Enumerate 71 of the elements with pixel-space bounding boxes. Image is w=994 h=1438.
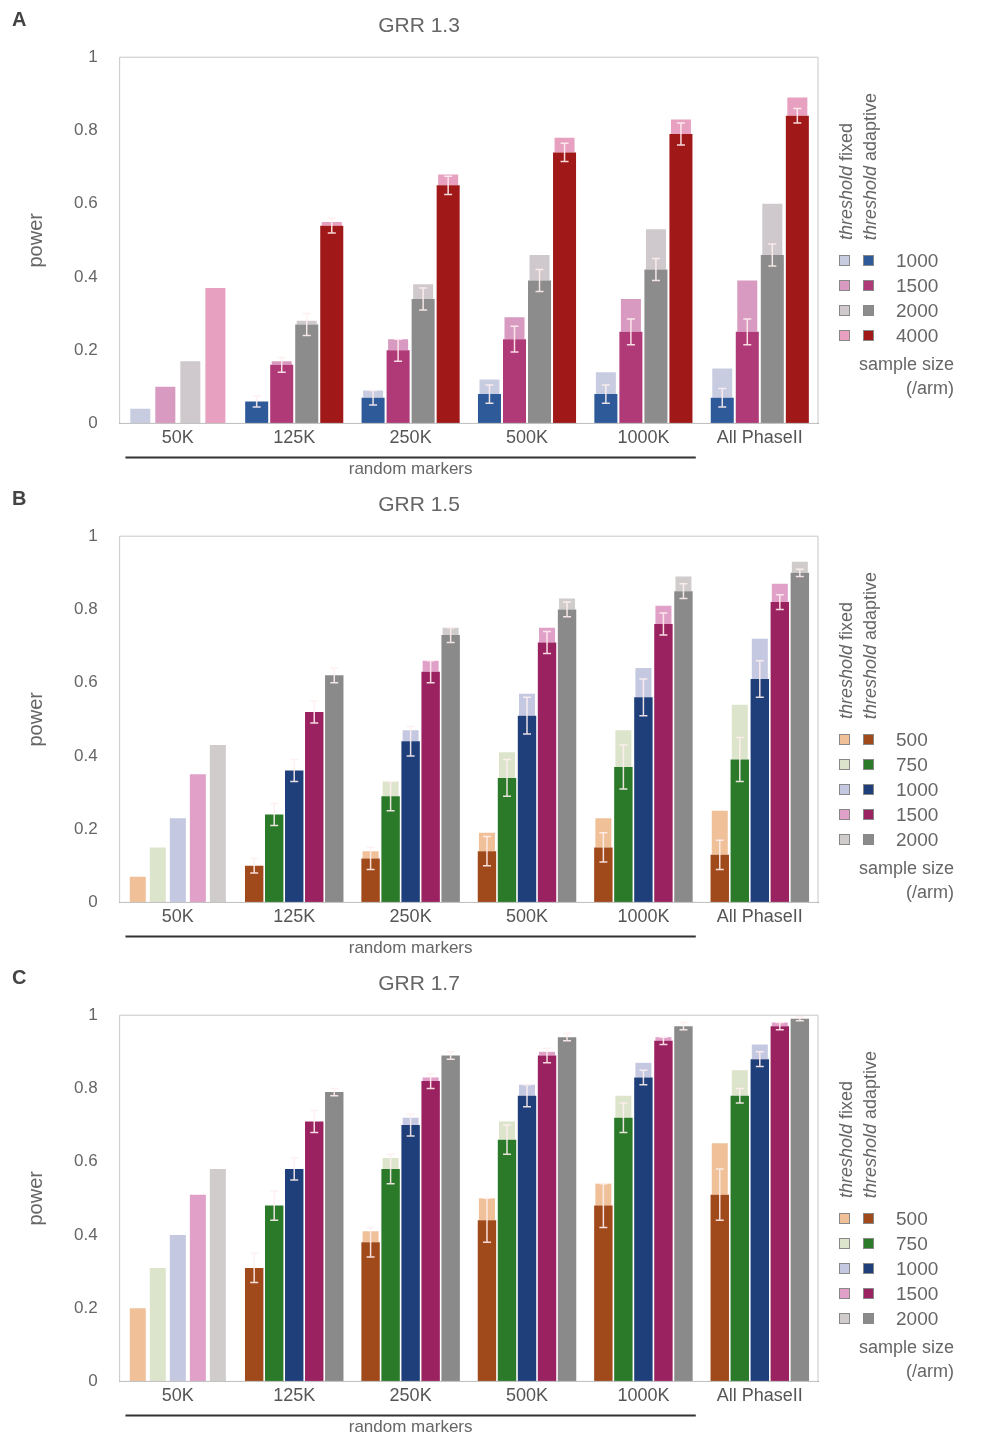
- legend-label: 500: [896, 728, 928, 751]
- x-tick-label: 250K: [389, 1385, 432, 1406]
- x-tick-label: 500K: [505, 1385, 549, 1406]
- y-tick-label: 0.4: [73, 745, 98, 765]
- text: B: [12, 487, 27, 510]
- x-tick-label: 250K: [389, 906, 432, 927]
- y-tick-label: 0.4: [73, 266, 98, 286]
- x-tick-label: 1000K: [617, 1385, 670, 1406]
- legend-label: 2000: [896, 1307, 939, 1330]
- x-tick-label: 125K: [273, 906, 316, 927]
- legend-label: 500: [896, 1207, 928, 1230]
- legend-title: sample size (/arm): [857, 1336, 954, 1383]
- text: A: [12, 8, 27, 31]
- text: random markers: [348, 1416, 473, 1436]
- y-tick-label: 0.6: [73, 1151, 98, 1171]
- legend-label: 750: [896, 753, 928, 776]
- y-axis-title: power: [23, 212, 46, 268]
- legend-label: 1000: [896, 249, 939, 272]
- x-tick-label: All PhaseII: [716, 1385, 803, 1406]
- chart-title: GRR 1.5: [378, 492, 460, 516]
- y-tick-label: 1: [88, 46, 98, 66]
- y-axis-title: power: [23, 1170, 46, 1226]
- x-tick-label: 50K: [161, 427, 194, 448]
- text: threshold adaptive: [859, 92, 881, 240]
- x-tick-label: 1000K: [617, 427, 670, 448]
- legend-label: 1500: [896, 803, 939, 826]
- chart-title: GRR 1.3: [378, 13, 460, 37]
- y-tick-label: 0.8: [73, 120, 98, 140]
- y-tick-label: 0.4: [73, 1224, 98, 1244]
- legend-label: 2000: [896, 828, 939, 851]
- x-tick-label: 1000K: [617, 906, 670, 927]
- text: threshold fixed: [835, 1080, 857, 1198]
- x-tick-label: 250K: [389, 427, 432, 448]
- x-tick-label: All PhaseII: [716, 427, 803, 448]
- y-tick-label: 0.2: [73, 1297, 98, 1317]
- text: random markers: [348, 937, 473, 957]
- y-tick-label: 0: [88, 413, 98, 433]
- text: random markers: [348, 458, 473, 478]
- legend-label: 2000: [896, 299, 939, 322]
- legend-label: 1500: [896, 1282, 939, 1305]
- x-tick-label: 125K: [273, 1385, 316, 1406]
- x-tick-label: 500K: [505, 427, 549, 448]
- y-tick-label: 0.8: [73, 1078, 98, 1098]
- y-tick-label: 0.8: [73, 599, 98, 619]
- y-tick-label: 0.2: [73, 339, 98, 359]
- y-tick-label: 0.2: [73, 818, 98, 838]
- y-tick-label: 0.6: [73, 672, 98, 692]
- text: threshold adaptive: [859, 1050, 881, 1198]
- x-tick-label: 500K: [505, 906, 549, 927]
- y-tick-label: 0: [88, 892, 98, 912]
- x-tick-label: 50K: [161, 1385, 194, 1406]
- y-tick-label: 0: [88, 1371, 98, 1391]
- legend-title: sample size (/arm): [857, 353, 954, 400]
- legend-label: 1000: [896, 778, 939, 801]
- y-tick-label: 1: [88, 525, 98, 545]
- x-tick-label: All PhaseII: [716, 906, 803, 927]
- text: threshold fixed: [835, 122, 857, 240]
- y-tick-label: 1: [88, 1004, 98, 1024]
- legend-label: 1000: [896, 1257, 939, 1280]
- legend-title: sample size (/arm): [857, 857, 954, 904]
- chart-title: GRR 1.7: [378, 971, 460, 995]
- text: threshold fixed: [835, 601, 857, 719]
- x-tick-label: 50K: [161, 906, 194, 927]
- legend-label: 1500: [896, 274, 939, 297]
- y-tick-label: 0.6: [73, 193, 98, 213]
- legend-label: 4000: [896, 324, 939, 347]
- x-tick-label: 125K: [273, 427, 316, 448]
- text: C: [12, 966, 27, 989]
- y-axis-title: power: [23, 691, 46, 747]
- text: threshold adaptive: [859, 571, 881, 719]
- legend-label: 750: [896, 1232, 928, 1255]
